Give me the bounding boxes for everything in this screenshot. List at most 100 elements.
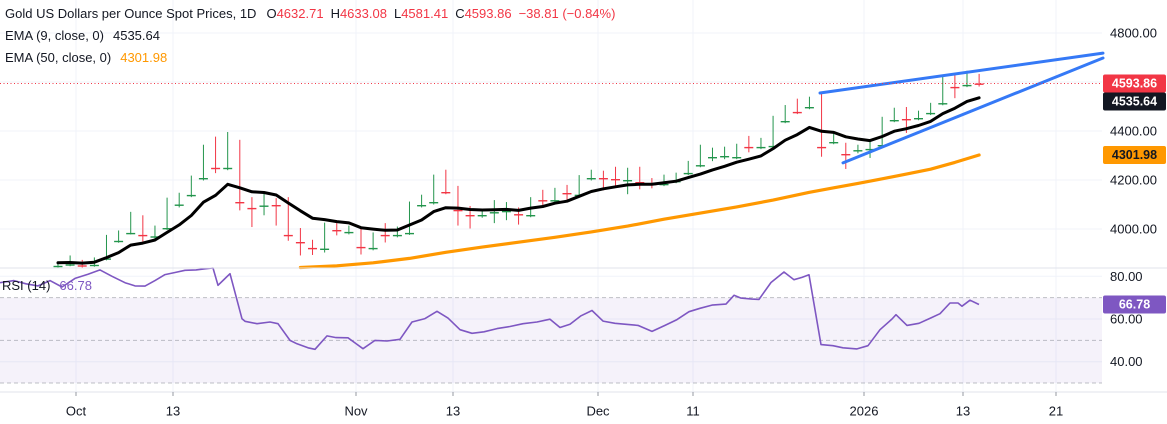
candle-down — [295, 242, 305, 244]
candle-down — [235, 202, 245, 204]
candle-up — [526, 215, 536, 217]
high-value: 4633.08 — [339, 6, 387, 21]
candle-down — [950, 86, 960, 89]
candle-up — [829, 142, 839, 144]
candle-up — [720, 156, 730, 158]
candles-group — [53, 70, 984, 269]
time-axis-label[interactable]: Oct — [66, 404, 87, 419]
symbol-legend-row[interactable]: Gold US Dollars per Ounce Spot Prices, 1… — [5, 3, 615, 25]
time-axis-label[interactable]: Nov — [344, 404, 368, 419]
candle-up — [320, 248, 330, 250]
close-label: C — [455, 6, 465, 21]
candle-down — [514, 214, 524, 216]
close-price-badge: 4593.86 — [1103, 74, 1166, 93]
candle-up — [186, 194, 196, 197]
ema50-badge: 4301.98 — [1103, 146, 1166, 164]
time-axis-label[interactable]: 13 — [956, 404, 970, 419]
price-axis-tick-label: 4000.00 — [1110, 222, 1157, 237]
candle-down — [744, 146, 754, 149]
close-value: 4593.86 — [464, 6, 512, 21]
candle-up — [623, 180, 633, 182]
candle-up — [150, 236, 160, 238]
trendline-lower[interactable] — [841, 56, 1105, 165]
candle-down — [562, 193, 572, 195]
candle-up — [586, 178, 596, 180]
low-label: L — [393, 6, 402, 21]
candle-down — [792, 111, 802, 114]
candle-up — [938, 103, 948, 105]
candle-up — [659, 183, 669, 186]
symbol-title: Gold US Dollars per Ounce Spot Prices, 1… — [5, 6, 257, 21]
candle-up — [174, 204, 184, 206]
badge-label: 66.78 — [1119, 298, 1150, 312]
time-axis-label[interactable]: 2026 — [850, 404, 879, 419]
price-axis-tick-label: 4400.00 — [1110, 124, 1157, 139]
candle-down — [380, 234, 390, 237]
ema9-line — [56, 96, 981, 265]
candle-down — [841, 154, 851, 156]
rsi-legend-row[interactable]: RSI (14) 66.78 — [2, 278, 92, 293]
candle-up — [853, 150, 863, 152]
candle-down — [308, 247, 317, 250]
ema9-label: EMA (9, close, 0) — [5, 28, 104, 43]
time-axis-label[interactable]: 13 — [446, 404, 460, 419]
chart-legend: Gold US Dollars per Ounce Spot Prices, 1… — [5, 3, 615, 69]
change-value: −38.81 (−0.84%) — [518, 6, 616, 21]
time-axis-label[interactable]: 21 — [1049, 404, 1063, 419]
candle-up — [477, 215, 487, 217]
candle-up — [550, 200, 560, 202]
ema50-line — [298, 153, 981, 270]
ema50-legend-row[interactable]: EMA (50, close, 0) 4301.98 — [5, 47, 615, 69]
candle-up — [926, 112, 936, 115]
price-axis-tick-label: 4800.00 — [1110, 26, 1157, 41]
price-axis-tick-label: 4200.00 — [1110, 173, 1157, 188]
badge-label: 4535.64 — [1112, 95, 1157, 109]
candle-down — [283, 234, 293, 237]
candle-up — [392, 234, 402, 237]
candle-up — [114, 240, 124, 243]
candle-down — [211, 167, 221, 170]
low-value: 4581.41 — [401, 6, 449, 21]
candle-up — [223, 167, 233, 170]
candle-up — [417, 205, 427, 207]
candle-down — [901, 119, 911, 121]
candle-up — [732, 157, 742, 159]
ema9-legend-row[interactable]: EMA (9, close, 0) 4535.64 — [5, 25, 615, 47]
trendline-upper[interactable] — [818, 51, 1105, 95]
rsi-badge: 66.78 — [1103, 295, 1166, 314]
open-value: 4632.71 — [276, 6, 324, 21]
ema9-badge: 4535.64 — [1103, 92, 1166, 111]
candle-up — [259, 205, 269, 207]
candle-down — [538, 200, 548, 202]
candle-down — [453, 209, 463, 212]
candle-up — [162, 228, 172, 230]
candle-up — [198, 178, 208, 180]
candle-up — [126, 232, 136, 235]
time-axis-label[interactable]: 11 — [686, 404, 700, 419]
candle-down — [465, 215, 475, 217]
candle-down — [247, 207, 257, 210]
candle-up — [695, 165, 705, 167]
time-axis-label[interactable]: Dec — [586, 404, 610, 419]
candle-up — [65, 264, 75, 266]
high-label: H — [330, 6, 340, 21]
time-axis-label[interactable]: 13 — [166, 404, 180, 419]
candle-up — [89, 264, 99, 267]
candle-down — [77, 265, 87, 267]
rsi-line — [0, 267, 980, 351]
rsi-band — [0, 297, 1102, 384]
rsi-axis-tick-label: 60.00 — [1110, 312, 1143, 327]
ema50-value: 4301.98 — [120, 50, 168, 65]
badge-label: 4301.98 — [1112, 148, 1157, 162]
candle-up — [368, 247, 378, 250]
badge-label: 4593.86 — [1112, 77, 1157, 91]
candle-down — [356, 246, 366, 249]
rsi-value: 66.78 — [59, 278, 92, 293]
candle-up — [889, 120, 899, 122]
candle-up — [344, 231, 354, 234]
candle-up — [708, 157, 717, 159]
candle-down — [598, 178, 608, 180]
candle-up — [405, 232, 414, 235]
